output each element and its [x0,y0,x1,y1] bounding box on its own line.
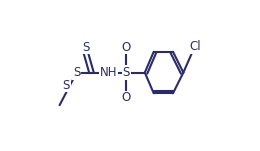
Text: S: S [123,66,130,79]
Text: Cl: Cl [189,40,201,53]
Text: S: S [82,41,89,54]
Text: S: S [63,79,70,92]
Text: O: O [122,41,131,54]
Text: NH: NH [100,66,117,79]
Text: O: O [122,91,131,104]
Text: S: S [73,66,80,79]
